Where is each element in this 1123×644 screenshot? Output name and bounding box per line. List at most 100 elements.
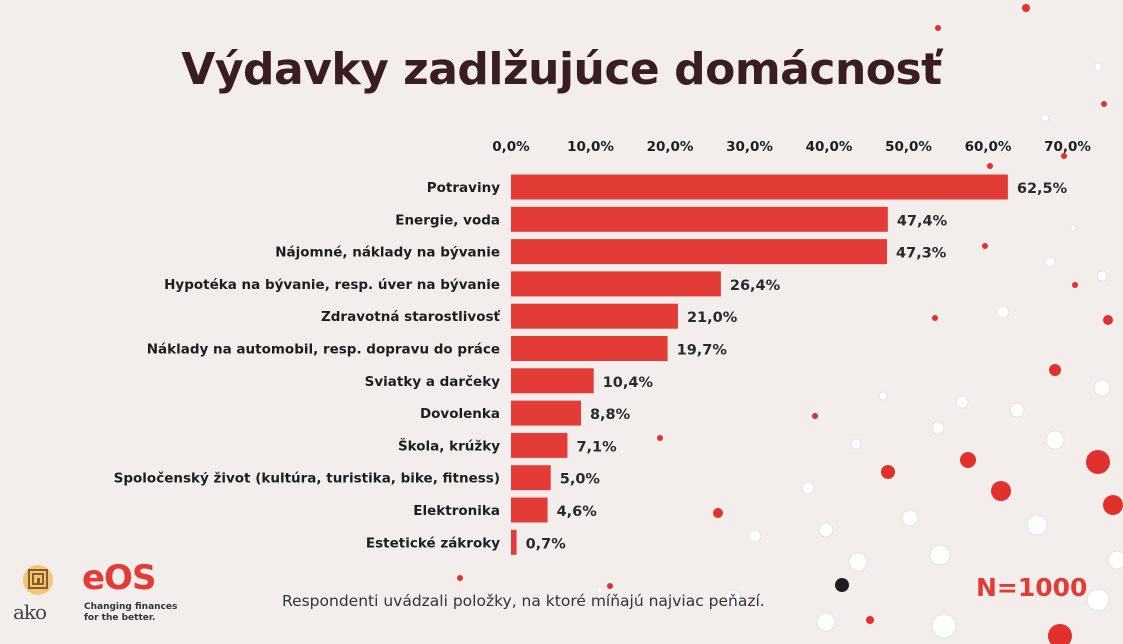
x-tick-label: 10,0% <box>567 139 614 155</box>
decorative-dot <box>881 465 895 479</box>
data-label: 47,4% <box>897 213 948 229</box>
x-tick-label: 70,0% <box>1044 139 1091 155</box>
bar <box>511 239 888 265</box>
x-tick-label: 60,0% <box>965 139 1012 155</box>
data-label: 4,6% <box>557 504 598 520</box>
category-label: Energie, voda <box>395 212 500 228</box>
eos-tagline-line-1: Changing finances <box>84 602 178 612</box>
decorative-dot <box>935 25 941 31</box>
bar <box>511 206 888 232</box>
decorative-dot <box>866 616 874 624</box>
category-label: Sviatky a darčeky <box>365 374 501 390</box>
decorative-dot <box>1103 495 1123 515</box>
x-tick-label: 30,0% <box>726 139 773 155</box>
data-label: 26,4% <box>730 278 781 294</box>
decorative-dot <box>1107 550 1123 570</box>
category-label: Náklady na automobil, resp. dopravu do p… <box>147 342 500 358</box>
category-label: Zdravotná starostlivosť <box>321 309 501 325</box>
decorative-dot <box>931 421 945 435</box>
decorative-dot <box>996 305 1010 319</box>
data-label: 7,1% <box>576 439 617 455</box>
eos-tagline-line-2: for the better. <box>84 613 156 623</box>
decorative-dot <box>929 544 951 566</box>
decorative-dot <box>1048 624 1072 644</box>
decorative-dot <box>457 575 463 581</box>
decorative-dot <box>932 315 938 321</box>
decorative-dot <box>1086 588 1110 612</box>
decorative-dot <box>1061 153 1067 159</box>
category-label: Elektronika <box>413 503 500 519</box>
decorative-dot <box>657 435 663 441</box>
data-label: 62,5% <box>1017 181 1068 197</box>
decorative-dot <box>931 613 957 639</box>
chart-title: Výdavky zadlžujúce domácnosť <box>181 44 942 95</box>
decorative-dot <box>835 578 849 592</box>
bar <box>511 174 1008 200</box>
category-label: Estetické zákroky <box>366 535 500 551</box>
eos-logo-text: eOS <box>82 558 156 598</box>
bar <box>511 303 678 329</box>
decorative-dot <box>1093 62 1103 72</box>
x-tick-label: 40,0% <box>806 139 853 155</box>
decorative-dot <box>1072 282 1078 288</box>
decorative-dot <box>1040 113 1050 123</box>
decorative-dot <box>1026 514 1048 536</box>
decorative-dot <box>724 589 742 607</box>
decorative-dot <box>1044 256 1056 268</box>
decorative-dot <box>1086 450 1110 474</box>
decorative-dot <box>607 583 613 589</box>
data-label: 8,8% <box>590 407 631 423</box>
decorative-dot <box>1096 270 1108 282</box>
decorative-dot <box>801 481 815 495</box>
decorative-dot <box>816 612 836 632</box>
data-label: 0,7% <box>526 536 567 552</box>
decorative-dot <box>991 481 1011 501</box>
category-label: Dovolenka <box>420 406 500 422</box>
data-label: 21,0% <box>687 310 738 326</box>
decorative-dot <box>987 163 993 169</box>
x-tick-label: 0,0% <box>492 139 530 155</box>
respondents-note: Respondenti uvádzali položky, na ktoré m… <box>282 592 765 610</box>
ako-logo-text: ako <box>13 600 47 624</box>
category-label: Nájomné, náklady na bývanie <box>275 245 500 261</box>
decorative-dot <box>848 552 868 572</box>
decorative-dot <box>901 509 919 527</box>
decorative-dot <box>1022 4 1030 12</box>
ako-logo-icon <box>23 565 53 595</box>
data-label: 19,7% <box>677 343 728 359</box>
decorative-dot <box>999 142 1011 154</box>
bar <box>511 529 517 555</box>
category-label: Škola, krúžky <box>398 436 500 454</box>
bar <box>511 336 668 361</box>
decorative-dot <box>1069 224 1077 232</box>
decorative-dot <box>713 508 723 518</box>
eos-tagline: Changing finances for the better. <box>84 602 184 624</box>
data-label: 10,4% <box>603 375 654 391</box>
decorative-dot <box>1093 379 1111 397</box>
decorative-dot <box>812 413 818 419</box>
decorative-dot <box>1045 430 1065 450</box>
decorative-dot <box>596 586 604 594</box>
bar <box>511 368 594 394</box>
decorative-dot <box>878 391 888 401</box>
category-label: Spoločenský život (kultúra, turistika, b… <box>114 471 500 487</box>
decorative-dot <box>982 243 988 249</box>
decorative-dot <box>1009 402 1025 418</box>
bar <box>511 432 568 458</box>
category-label: Hypotéka na bývanie, resp. úver na bývan… <box>164 277 500 293</box>
bar <box>511 465 551 491</box>
decorative-dot <box>748 529 762 543</box>
bar <box>511 400 581 426</box>
bar <box>511 497 548 523</box>
decorative-dot <box>1049 364 1061 376</box>
data-label: 47,3% <box>896 246 947 262</box>
decorative-dot <box>850 438 862 450</box>
x-tick-label: 20,0% <box>647 139 694 155</box>
decorative-dot <box>960 452 976 468</box>
data-label: 5,0% <box>560 472 601 488</box>
bar <box>511 271 721 297</box>
decorative-dot <box>818 522 834 538</box>
sample-size: N=1000 <box>976 573 1088 602</box>
x-tick-label: 50,0% <box>885 139 932 155</box>
